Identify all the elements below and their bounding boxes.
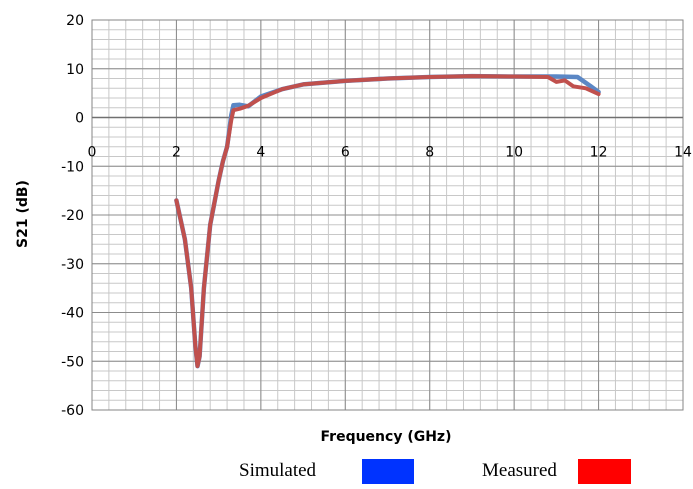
x-tick-label: 14 bbox=[674, 145, 692, 161]
x-tick-label: 6 bbox=[341, 145, 350, 161]
y-tick-label: 0 bbox=[75, 111, 84, 127]
series-lines bbox=[174, 73, 601, 369]
x-tick-label: 0 bbox=[88, 145, 97, 161]
x-tick-label: 12 bbox=[590, 145, 608, 161]
x-tick-label: 4 bbox=[256, 145, 265, 161]
series-line-measured bbox=[174, 74, 601, 369]
axes bbox=[91, 19, 684, 411]
legend-swatch-simulated bbox=[362, 459, 414, 484]
x-tick-label: 8 bbox=[425, 145, 434, 161]
y-tick-label: -30 bbox=[61, 257, 84, 273]
y-tick-label: -20 bbox=[61, 208, 84, 224]
y-tick-label: -60 bbox=[61, 403, 84, 419]
x-tick-label: 2 bbox=[172, 145, 181, 161]
plot-area-border bbox=[91, 19, 684, 411]
legend: Simulated Measured bbox=[239, 459, 631, 484]
legend-swatch-measured bbox=[578, 459, 631, 484]
y-tick-label: -50 bbox=[61, 354, 84, 370]
y-axis-title: S21 (dB) bbox=[15, 180, 31, 248]
y-tick-label: 20 bbox=[66, 13, 84, 29]
x-axis-title: Frequency (GHz) bbox=[321, 429, 452, 445]
y-tick-label: -40 bbox=[61, 306, 84, 322]
legend-label-measured: Measured bbox=[482, 460, 557, 481]
legend-label-simulated: Simulated bbox=[239, 460, 317, 481]
y-tick-label: -10 bbox=[61, 159, 84, 175]
y-tick-label: 10 bbox=[66, 62, 84, 78]
x-tick-label: 10 bbox=[505, 145, 523, 161]
